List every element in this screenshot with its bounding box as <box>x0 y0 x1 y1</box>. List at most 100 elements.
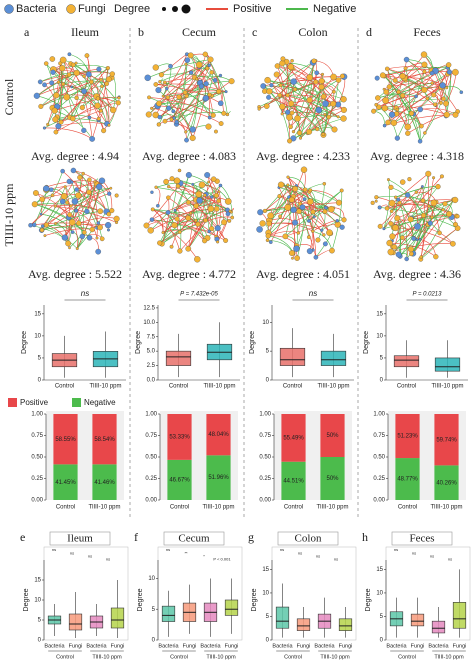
network-node <box>294 115 301 122</box>
network-edge <box>44 228 93 236</box>
y-tick-label: 0.50 <box>31 455 43 461</box>
network-edge <box>64 186 83 237</box>
y-tick-label: 5 <box>38 356 42 362</box>
network-node <box>400 235 405 240</box>
network-edge <box>399 215 424 257</box>
value-label: 58.55% <box>55 437 76 443</box>
network-node <box>165 87 169 91</box>
group-label: Control <box>56 654 74 660</box>
network-node <box>100 84 104 89</box>
network-node <box>224 90 228 94</box>
network-node <box>433 254 439 260</box>
network-node <box>43 222 49 228</box>
network-node <box>97 208 104 215</box>
network-node <box>405 130 411 136</box>
network-node <box>420 185 424 188</box>
network-node <box>59 65 66 72</box>
network-node <box>328 205 335 213</box>
network-node <box>389 209 394 214</box>
network-node <box>106 211 112 217</box>
network-node <box>113 215 120 222</box>
network-node <box>256 226 263 233</box>
value-label: 46.67% <box>169 478 190 484</box>
network-node <box>452 221 458 227</box>
x-tick-label: Bacteria <box>44 643 65 649</box>
x-tick-label: TlIII-10 ppm <box>89 384 121 390</box>
network-node <box>69 204 73 208</box>
network-node <box>81 171 85 176</box>
network-node <box>420 212 427 218</box>
value-label: 59.74% <box>436 437 457 443</box>
network-node <box>291 130 296 134</box>
box <box>410 613 425 627</box>
network-edge <box>152 209 164 233</box>
network-node <box>166 105 172 111</box>
network-node <box>169 176 175 182</box>
network-node <box>202 95 209 102</box>
network-node <box>407 246 414 253</box>
x-tick-label: Fungi <box>69 643 83 649</box>
network-node <box>187 52 194 59</box>
network-edge <box>64 183 97 238</box>
network-edge <box>176 92 219 125</box>
network-node <box>150 190 154 194</box>
network-node <box>53 204 57 208</box>
x-tick-label: Control <box>169 384 188 390</box>
network-node <box>89 226 95 233</box>
network-node <box>443 100 449 107</box>
network-node <box>293 87 298 92</box>
network-node <box>306 248 313 255</box>
value-label: 48.04% <box>208 432 229 438</box>
network-node <box>290 78 297 85</box>
box <box>110 607 125 629</box>
network-edge <box>285 224 338 237</box>
y-tick-label: 15 <box>376 311 383 317</box>
box <box>279 347 306 366</box>
network-node <box>53 129 59 135</box>
x-tick-label: TlIII-10 ppm <box>202 505 234 511</box>
network-node <box>339 73 345 79</box>
x-tick-label: TlIII-10 ppm <box>203 384 235 390</box>
network-edge <box>384 107 422 127</box>
network-node <box>450 240 456 247</box>
network-node <box>97 224 103 231</box>
y-tick-label: 0 <box>38 378 42 384</box>
network-node <box>194 256 201 263</box>
network-edge <box>44 127 93 140</box>
network-edge <box>296 207 304 259</box>
network-edge <box>406 59 425 90</box>
network-node <box>166 195 171 200</box>
x-tick-label: TlIII-10 ppm <box>317 384 349 390</box>
y-axis-label: Degree <box>23 588 30 611</box>
panel-title: Feces <box>409 533 434 545</box>
network-edge <box>159 174 190 244</box>
network-node <box>340 96 347 103</box>
annotation: ns <box>88 553 92 558</box>
panel-letter: g <box>248 530 254 544</box>
network-edge <box>378 85 443 108</box>
network-node <box>61 234 68 241</box>
title-box <box>49 531 111 546</box>
network-node <box>441 96 446 102</box>
network-edge <box>55 204 101 212</box>
avg-value: 4.94 <box>98 149 119 163</box>
network-node <box>214 129 218 134</box>
panel-letter: b <box>138 25 144 39</box>
group-label: Control <box>398 654 416 660</box>
annotation: ns <box>334 557 338 562</box>
y-tick-label: 0.50 <box>373 455 385 461</box>
network-node <box>296 231 301 235</box>
network-node <box>60 168 65 174</box>
network-node <box>173 208 177 212</box>
network-edge <box>323 91 335 135</box>
value-label: 51.23% <box>397 434 418 440</box>
y-tick-label: 0 <box>380 378 384 384</box>
network-edge <box>72 64 108 124</box>
network-node <box>77 174 83 181</box>
network-node <box>99 236 105 242</box>
box <box>434 357 461 372</box>
network-edge <box>161 197 170 244</box>
network-node <box>285 93 290 98</box>
network-node <box>161 231 165 235</box>
network-node <box>157 240 163 246</box>
